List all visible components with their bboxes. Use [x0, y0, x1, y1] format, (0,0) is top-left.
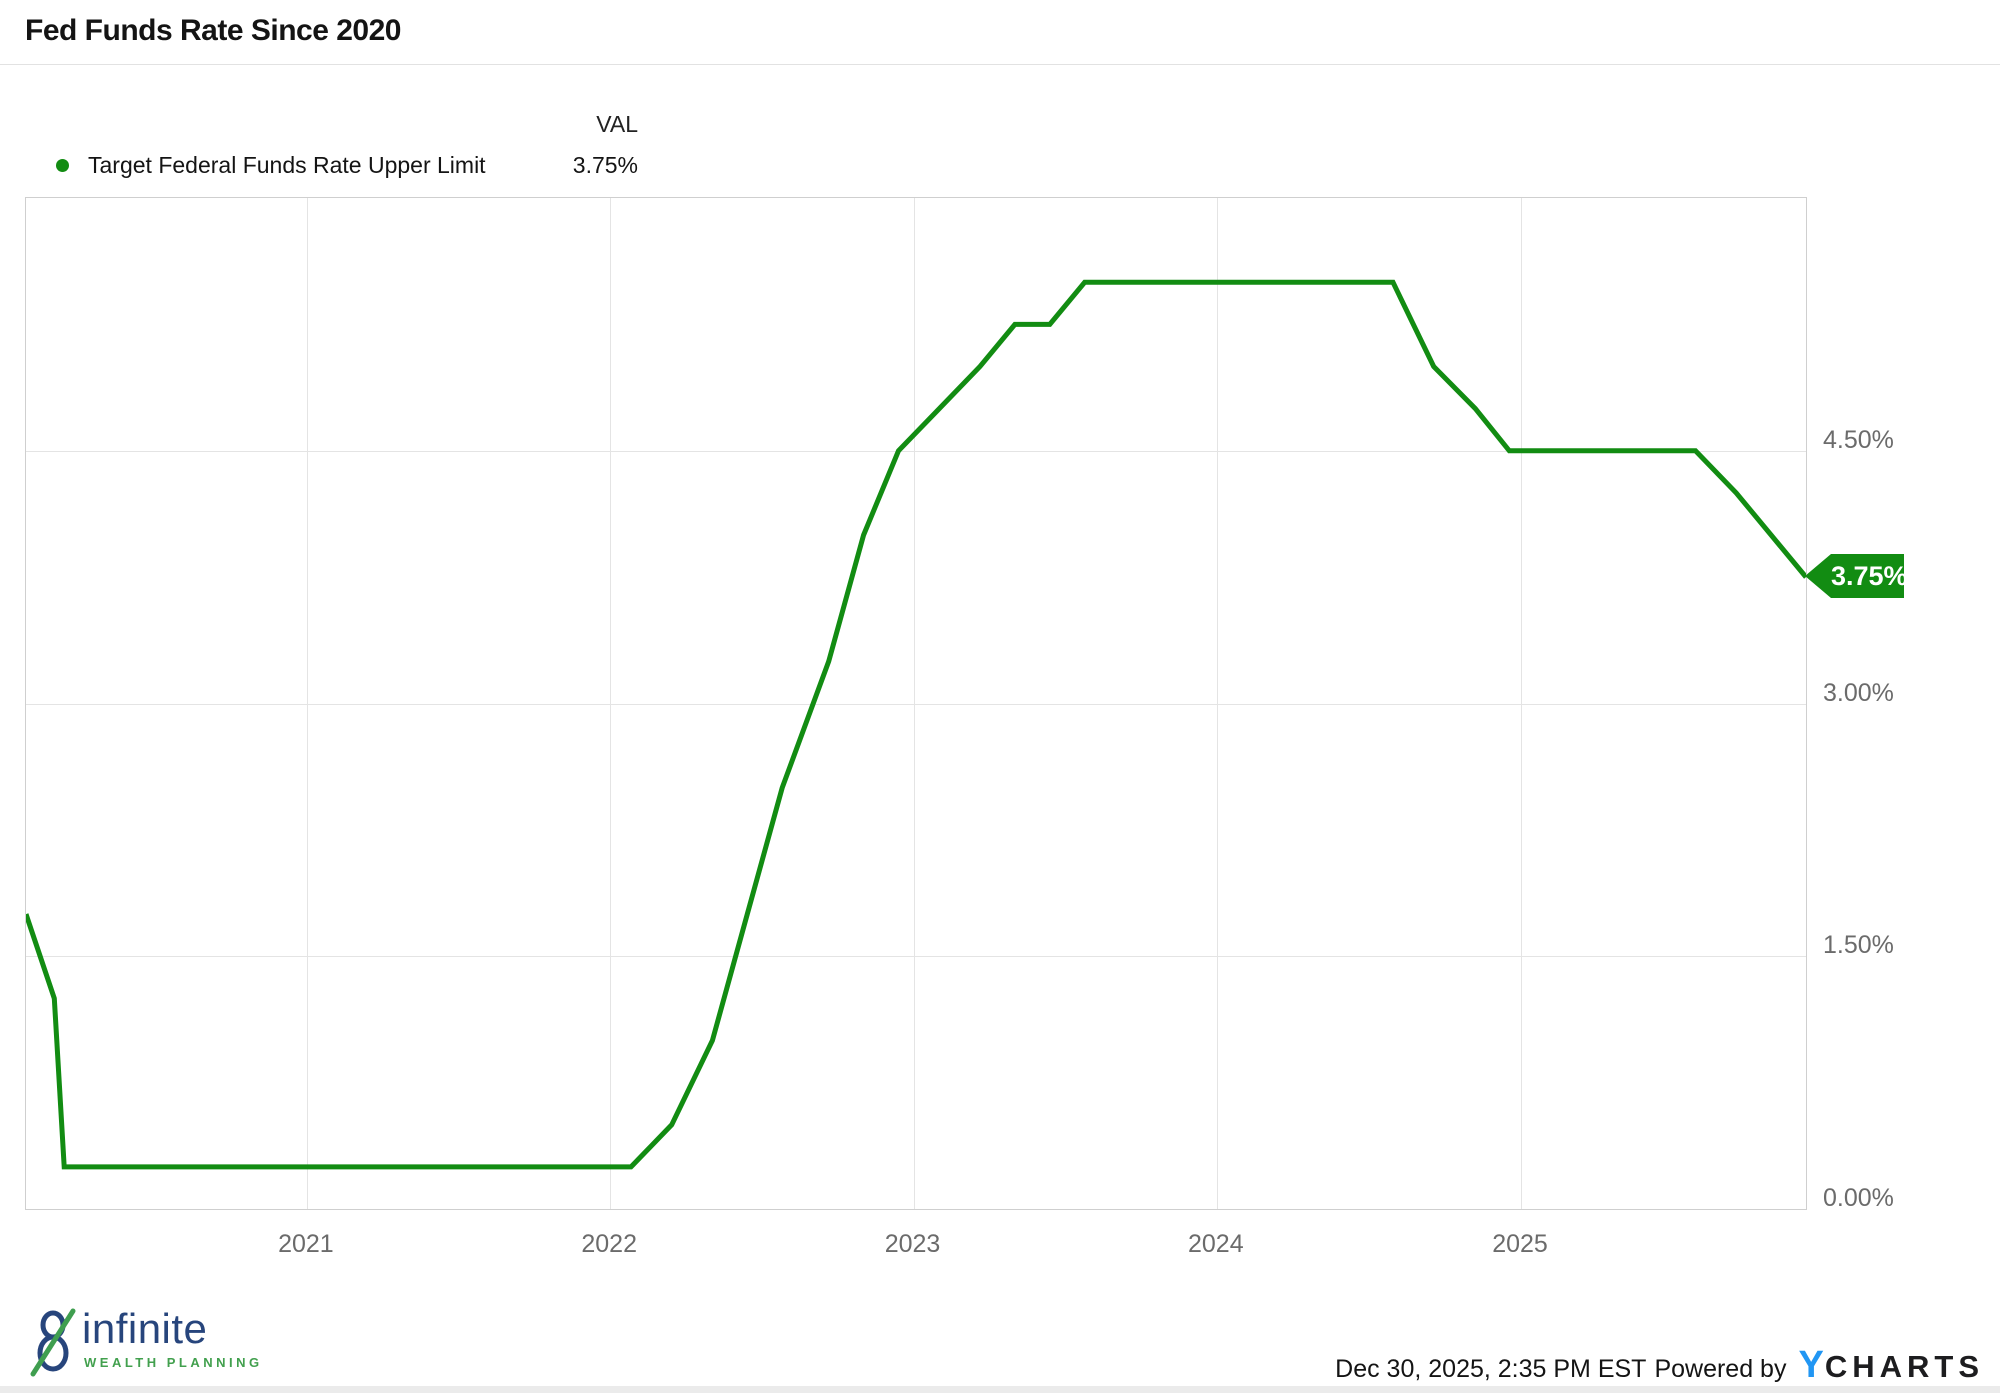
- title-divider: [0, 64, 2000, 65]
- y-tick-label: 0.00%: [1823, 1184, 1894, 1212]
- x-tick-label: 2025: [1492, 1230, 1548, 1258]
- logo-name: infinite: [82, 1305, 208, 1352]
- y-gridline: [26, 703, 1806, 705]
- infinity-dollar-icon: [30, 1308, 76, 1377]
- badge-flag-icon: [1805, 554, 1904, 599]
- badge-value: 3.75%: [1831, 561, 1908, 592]
- powered-by-label: Powered by: [1654, 1355, 1787, 1383]
- legend-val-header: VAL: [596, 111, 638, 137]
- x-gridline: [306, 198, 308, 1209]
- current-value-badge: 3.75%: [1805, 553, 1908, 599]
- rate-line-chart: [26, 279, 1806, 1170]
- x-gridline: [1521, 198, 1522, 1209]
- x-tick-label: 2023: [884, 1230, 941, 1258]
- timestamp: Dec 30, 2025, 2:35 PM EST: [1335, 1355, 1647, 1383]
- logo-text: infinite WEALTH PLANNING: [82, 1305, 263, 1371]
- footer-attribution: Dec 30, 2025, 2:35 PM EST Powered by Y C…: [1335, 1344, 1984, 1387]
- plot-area: [25, 197, 1807, 1210]
- y-tick-label: 3.00%: [1823, 678, 1894, 707]
- ycharts-y-glyph: Y: [1798, 1344, 1825, 1386]
- x-tick-label: 2022: [581, 1230, 637, 1258]
- x-gridline: [610, 198, 612, 1209]
- rate-line: [26, 279, 1806, 1170]
- infinite-wealth-planning-logo: infinite WEALTH PLANNING: [28, 1306, 263, 1378]
- x-tick-label: 2024: [1187, 1230, 1244, 1258]
- logo-subtitle: WEALTH PLANNING: [84, 1355, 263, 1370]
- ycharts-logo: Y CHARTS: [1798, 1344, 1984, 1387]
- series-color-dot-icon: [56, 159, 69, 172]
- y-tick-label: 4.50%: [1823, 425, 1894, 454]
- x-gridline: [1216, 198, 1218, 1209]
- legend: Target Federal Funds Rate Upper Limit: [56, 152, 486, 179]
- page-title: Fed Funds Rate Since 2020: [25, 14, 401, 47]
- y-gridline: [26, 450, 1806, 452]
- bottom-edge-strip: [0, 1386, 2000, 1393]
- series-label: Target Federal Funds Rate Upper Limit: [88, 152, 486, 178]
- y-gridline: [26, 956, 1806, 958]
- x-gridline: [913, 198, 915, 1209]
- x-tick-label: 2021: [278, 1230, 334, 1258]
- y-tick-label: 1.50%: [1823, 931, 1894, 960]
- series-current-value: 3.75%: [572, 152, 638, 178]
- ycharts-wordmark: CHARTS: [1824, 1349, 1984, 1384]
